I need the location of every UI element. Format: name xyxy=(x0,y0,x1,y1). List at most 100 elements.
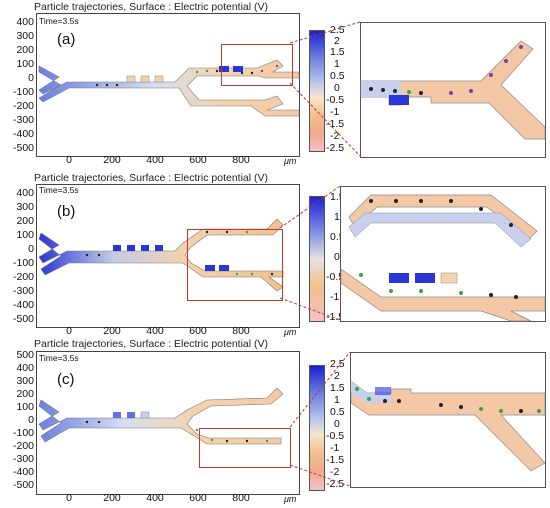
axis-unit: μm xyxy=(284,156,297,166)
zoom-region-box xyxy=(221,44,293,86)
zoom-inset-geometry xyxy=(350,380,546,472)
time-label: Time=3.5s xyxy=(39,353,79,363)
colorbar-tick: 0.5 xyxy=(330,406,345,418)
y-tick: 0 xyxy=(28,414,34,426)
colorbar-tick: 1 xyxy=(334,394,340,406)
y-tick: -100 xyxy=(12,86,34,98)
x-tick: 0 xyxy=(66,325,72,337)
y-tick: -300 xyxy=(12,114,34,126)
x-tick: 400 xyxy=(146,325,164,337)
colorbar-tick: -2 xyxy=(330,466,340,478)
y-tick: 100 xyxy=(16,229,34,241)
colorbar xyxy=(309,365,325,491)
x-tick: 800 xyxy=(232,492,250,504)
x-tick: 200 xyxy=(103,154,121,166)
colorbar-tick: -0.5 xyxy=(326,94,345,106)
colorbar-tick: 2 xyxy=(334,35,340,47)
colorbar-tick: 2.5 xyxy=(330,24,345,36)
time-label: Time=3.5s xyxy=(39,185,79,195)
y-tick: -300 xyxy=(12,285,34,297)
colorbar-tick: -2.5 xyxy=(326,142,345,154)
y-tick: 500 xyxy=(16,349,34,361)
x-tick: 0 xyxy=(66,492,72,504)
colorbar-tick: -2.5 xyxy=(326,478,345,490)
y-tick: -200 xyxy=(12,440,34,452)
colorbar-tick: -1.5 xyxy=(326,454,345,466)
y-tick: 400 xyxy=(16,362,34,374)
colorbar-tick: -1 xyxy=(330,106,340,118)
colorbar-tick: 2 xyxy=(334,370,340,382)
y-tick: 400 xyxy=(16,187,34,199)
colorbar xyxy=(309,196,325,322)
y-tick: -200 xyxy=(12,100,34,112)
colorbar-tick: 1.5 xyxy=(330,46,345,58)
colorbar xyxy=(309,30,325,152)
colorbar-tick: 1 xyxy=(334,58,340,70)
zoom-inset xyxy=(350,352,546,488)
y-tick: -400 xyxy=(12,128,34,140)
y-tick: -500 xyxy=(12,313,34,325)
x-tick: 600 xyxy=(189,325,207,337)
y-tick: -400 xyxy=(12,466,34,478)
colorbar-tick: -0.5 xyxy=(326,271,345,283)
y-tick: -200 xyxy=(12,271,34,283)
x-tick: 200 xyxy=(103,492,121,504)
y-tick: -100 xyxy=(12,257,34,269)
colorbar-tick: -2 xyxy=(330,130,340,142)
x-tick: 600 xyxy=(189,492,207,504)
y-tick: 0 xyxy=(28,243,34,255)
axis-unit: μm xyxy=(284,494,297,504)
zoom-inset-geometry xyxy=(360,40,546,140)
time-label: Time=3.5s xyxy=(39,16,79,26)
colorbar-tick: -1.5 xyxy=(326,118,345,130)
panel-title: Particle trajectories, Surface : Electri… xyxy=(34,172,269,184)
zoom-inset xyxy=(360,22,546,158)
y-tick: -400 xyxy=(12,299,34,311)
channel-geometry xyxy=(38,59,300,117)
colorbar-tick: 2.5 xyxy=(330,358,345,370)
y-tick: 400 xyxy=(16,16,34,28)
plot-area: Time=3.5s (b) xyxy=(36,184,300,328)
x-tick: 400 xyxy=(146,154,164,166)
panel-letter: (a) xyxy=(57,31,76,48)
y-tick: -300 xyxy=(12,453,34,465)
colorbar-tick: 0 xyxy=(334,251,340,263)
y-tick: 0 xyxy=(28,72,34,84)
x-tick: 800 xyxy=(232,325,250,337)
y-tick: 200 xyxy=(16,388,34,400)
colorbar-tick: 0 xyxy=(334,418,340,430)
colorbar-tick: -1 xyxy=(330,291,340,303)
y-tick: -500 xyxy=(12,142,34,154)
colorbar-tick: -1.5 xyxy=(326,311,345,323)
y-tick: 200 xyxy=(16,215,34,227)
panel-letter: (c) xyxy=(57,371,75,388)
colorbar-tick: -0.5 xyxy=(326,430,345,442)
channel-geometry xyxy=(38,218,284,292)
x-tick: 400 xyxy=(146,492,164,504)
x-tick: 0 xyxy=(66,154,72,166)
plot-area: Time=3.5s (a) xyxy=(36,13,300,157)
y-tick: 300 xyxy=(16,375,34,387)
x-tick: 200 xyxy=(103,325,121,337)
colorbar-tick: 1.5 xyxy=(330,382,345,394)
channel-geometry xyxy=(38,387,284,445)
y-tick: 100 xyxy=(16,401,34,413)
x-tick: 800 xyxy=(232,154,250,166)
colorbar-tick: -1 xyxy=(330,442,340,454)
zoom-region-box xyxy=(187,229,283,301)
axis-unit: μm xyxy=(284,327,297,337)
y-tick: 200 xyxy=(16,44,34,56)
zoom-region-box xyxy=(199,428,291,468)
y-tick: 300 xyxy=(16,201,34,213)
panel-title: Particle trajectories, Surface : Electri… xyxy=(34,338,269,350)
y-tick: 100 xyxy=(16,58,34,70)
panel-letter: (b) xyxy=(57,203,76,220)
panel-title: Particle trajectories, Surface : Electri… xyxy=(34,1,269,13)
zoom-inset xyxy=(340,186,546,322)
y-tick: -100 xyxy=(12,427,34,439)
x-tick: 600 xyxy=(189,154,207,166)
colorbar-tick: 0 xyxy=(334,82,340,94)
